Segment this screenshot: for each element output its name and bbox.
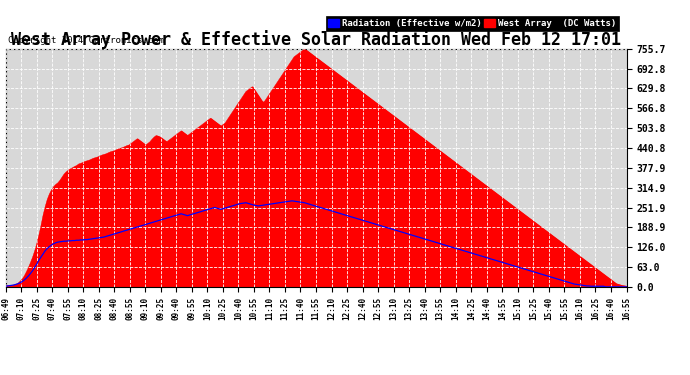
Title: West Array Power & Effective Solar Radiation Wed Feb 12 17:01: West Array Power & Effective Solar Radia…	[11, 30, 621, 49]
Legend: Radiation (Effective w/m2), West Array  (DC Watts): Radiation (Effective w/m2), West Array (…	[326, 16, 619, 31]
Text: Copyright 2014 Cartronics.com: Copyright 2014 Cartronics.com	[8, 36, 164, 45]
